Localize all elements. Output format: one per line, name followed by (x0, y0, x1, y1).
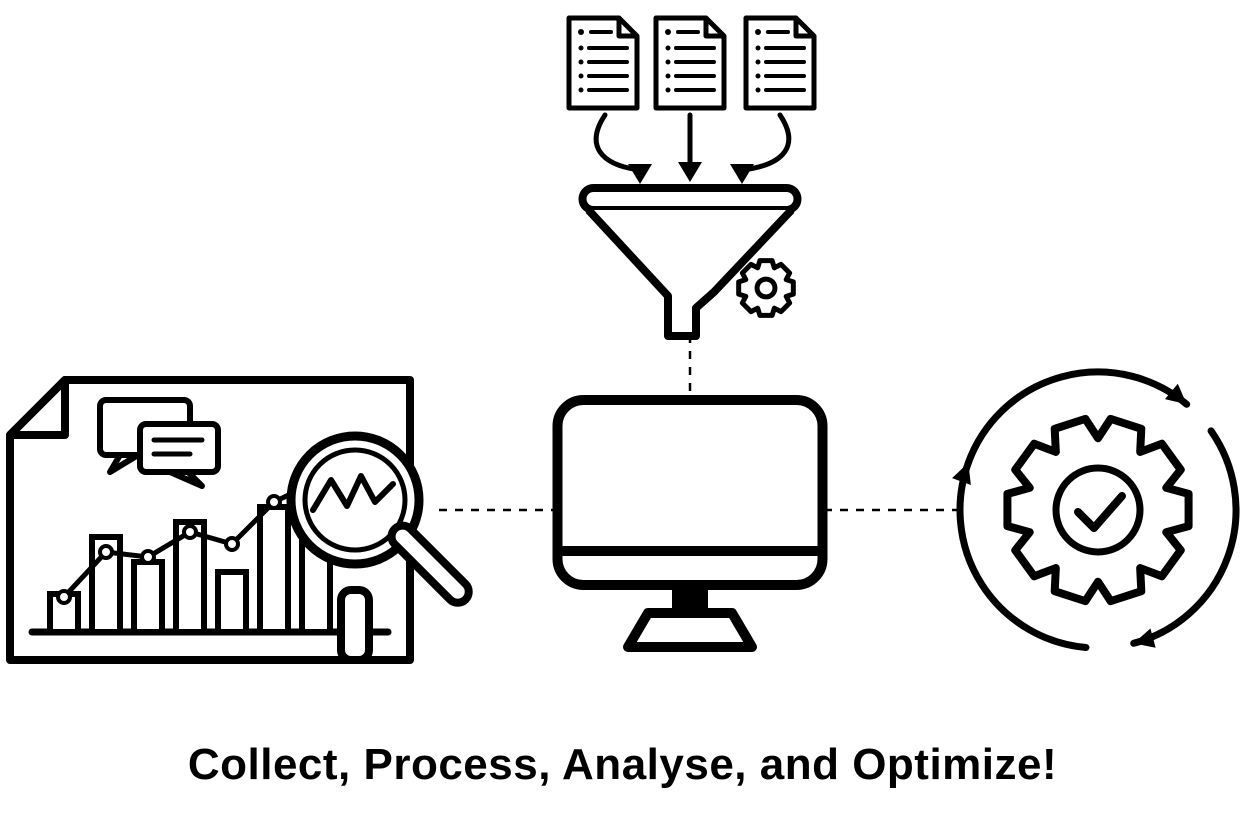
computer-icon (558, 400, 823, 647)
documents-icon (569, 18, 814, 108)
doc-arrows (596, 115, 789, 184)
funnel-gear-icon (583, 188, 798, 336)
caption-text: Collect, Process, Analyse, and Optimize! (0, 740, 1245, 790)
diagram-svg (0, 0, 1245, 817)
diagram-canvas: Collect, Process, Analyse, and Optimize! (0, 0, 1245, 817)
analytics-report-icon (10, 380, 473, 660)
gear-cycle-icon (952, 372, 1236, 648)
